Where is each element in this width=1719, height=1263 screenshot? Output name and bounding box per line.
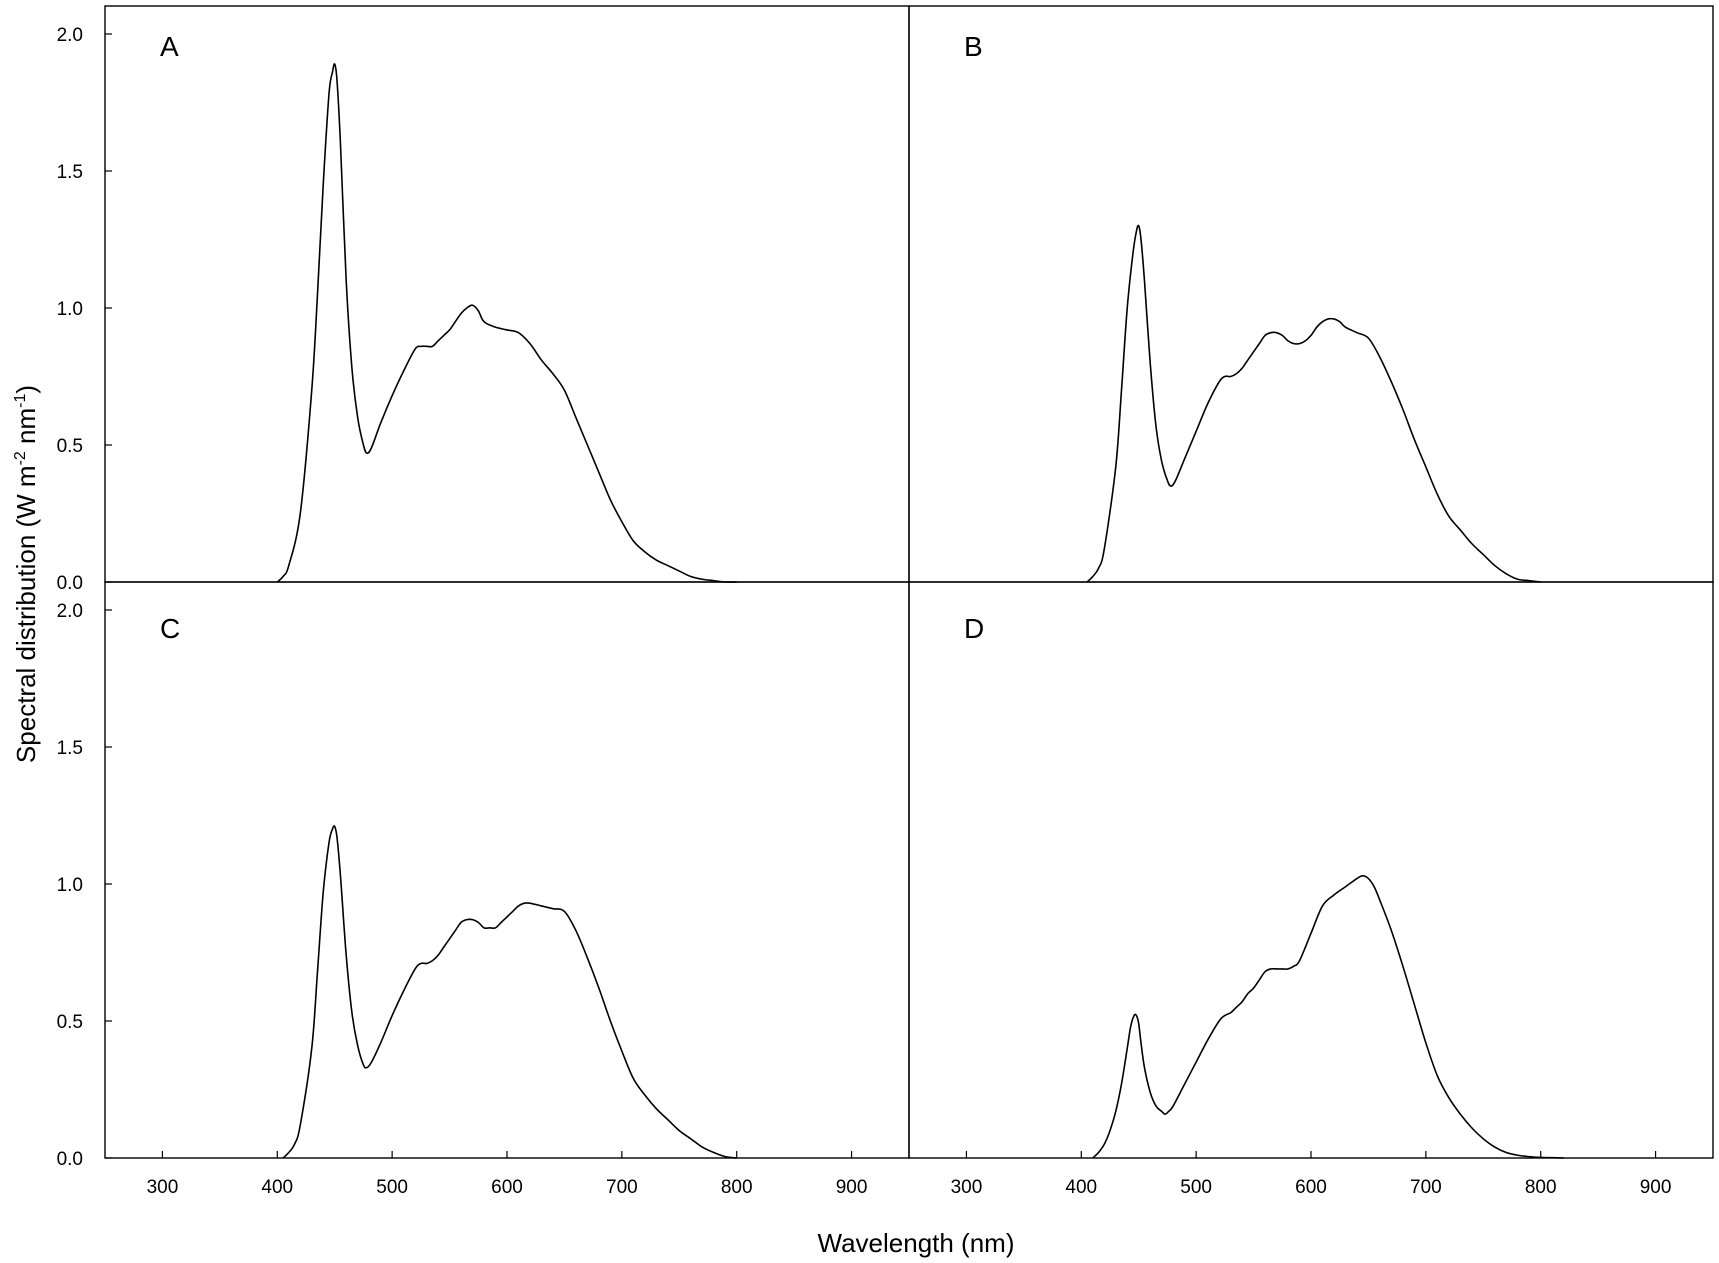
x-tick-label: 900: [836, 1177, 868, 1198]
y-tick-label: 1.0: [57, 875, 83, 896]
x-tick-label: 700: [1410, 1177, 1442, 1198]
x-axis-title: Wavelength (nm): [818, 1228, 1015, 1258]
panel-b: B: [908, 5, 1714, 583]
x-tick-label: 300: [147, 1177, 179, 1198]
panel-label: B: [964, 31, 983, 62]
x-tick-label: 300: [951, 1177, 983, 1198]
x-tick-label: 400: [261, 1177, 293, 1198]
y-tick-label: 1.5: [57, 738, 83, 759]
y-axis-title: Spectral distribution (W m-2 nm-1): [11, 385, 41, 763]
y-axis-title-suffix: ): [11, 385, 41, 394]
y-tick-label: 0.5: [57, 436, 83, 457]
y-tick-label: 1.5: [57, 162, 83, 183]
panel-frame: [104, 581, 910, 1159]
y-axis-title-sup2: -1: [12, 394, 29, 408]
x-tick-label: 900: [1640, 1177, 1672, 1198]
y-axis-title-mid: nm: [11, 408, 41, 451]
panel-d: 300 400 500 600 700 800 900 D: [908, 581, 1714, 1198]
y-axis-title-sup1: -2: [12, 451, 29, 465]
panel-frame: [908, 581, 1714, 1159]
plot-area: 0.0 0.5 1.0 1.5 2.0 A B 0.0 0.5 1.0 1.5 2.0 300 400 50…: [57, 5, 1714, 1198]
y-tick-label: 0.5: [57, 1012, 83, 1033]
x-tick-label: 500: [1180, 1177, 1212, 1198]
panel-label: A: [160, 31, 179, 62]
y-axis-title-prefix: Spectral distribution (W m: [11, 465, 41, 763]
panel-label: C: [160, 613, 180, 644]
panel-c: 0.0 0.5 1.0 1.5 2.0 300 400 500 600 700 800 900 C: [57, 581, 910, 1198]
x-tick-label: 700: [606, 1177, 638, 1198]
y-tick-label: 0.0: [57, 573, 83, 594]
spectrum-line-a: [276, 63, 737, 583]
panel-frame: [908, 5, 1714, 583]
y-tick-label: 2.0: [57, 601, 83, 622]
x-tick-label: 800: [721, 1177, 753, 1198]
x-tick-label: 500: [376, 1177, 408, 1198]
x-tick-label: 800: [1525, 1177, 1557, 1198]
y-tick-label: 0.0: [57, 1149, 83, 1170]
y-tick-label: 2.0: [57, 25, 83, 46]
panel-a: 0.0 0.5 1.0 1.5 2.0 A: [57, 5, 910, 594]
x-tick-label: 600: [491, 1177, 523, 1198]
y-tick-label: 1.0: [57, 299, 83, 320]
panel-frame: [104, 5, 910, 583]
x-tick-label: 400: [1065, 1177, 1097, 1198]
panel-label: D: [964, 613, 984, 644]
spectrum-line-b: [1086, 224, 1541, 583]
spectrum-line-c: [282, 825, 737, 1159]
x-tick-label: 600: [1295, 1177, 1327, 1198]
spectrum-line-d: [1092, 874, 1564, 1159]
